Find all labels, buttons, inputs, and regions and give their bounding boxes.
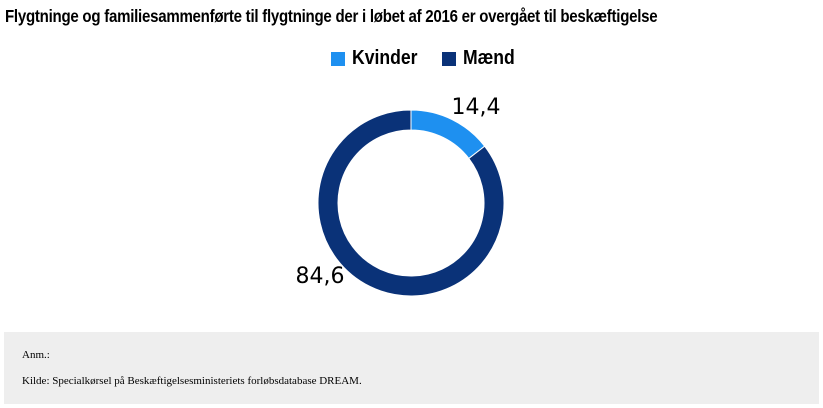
legend-item-kvinder: Kvinder: [331, 47, 426, 70]
legend-label-maend: Mænd: [463, 47, 516, 69]
chart-footer: Anm.: Kilde: Specialkørsel på Beskæftige…: [4, 332, 819, 404]
legend: Kvinder Mænd: [331, 47, 538, 70]
donut-chart: 14,4 84,6: [296, 95, 505, 297]
legend-label-kvinder: Kvinder: [352, 47, 418, 69]
data-label-mnd: 84,6: [296, 264, 345, 289]
footer-source: Kilde: Specialkørsel på Beskæftigelsesmi…: [22, 375, 362, 387]
legend-item-maend: Mænd: [442, 47, 522, 70]
chart-title: Flygtninge og familiesammenførte til fly…: [5, 6, 658, 26]
data-label-kvinder: 14,4: [452, 95, 501, 120]
legend-swatch-kvinder: [331, 51, 345, 66]
legend-swatch-maend: [442, 51, 457, 66]
donut-slice-mnd: [317, 109, 505, 297]
footer-note: Anm.:: [22, 349, 50, 361]
